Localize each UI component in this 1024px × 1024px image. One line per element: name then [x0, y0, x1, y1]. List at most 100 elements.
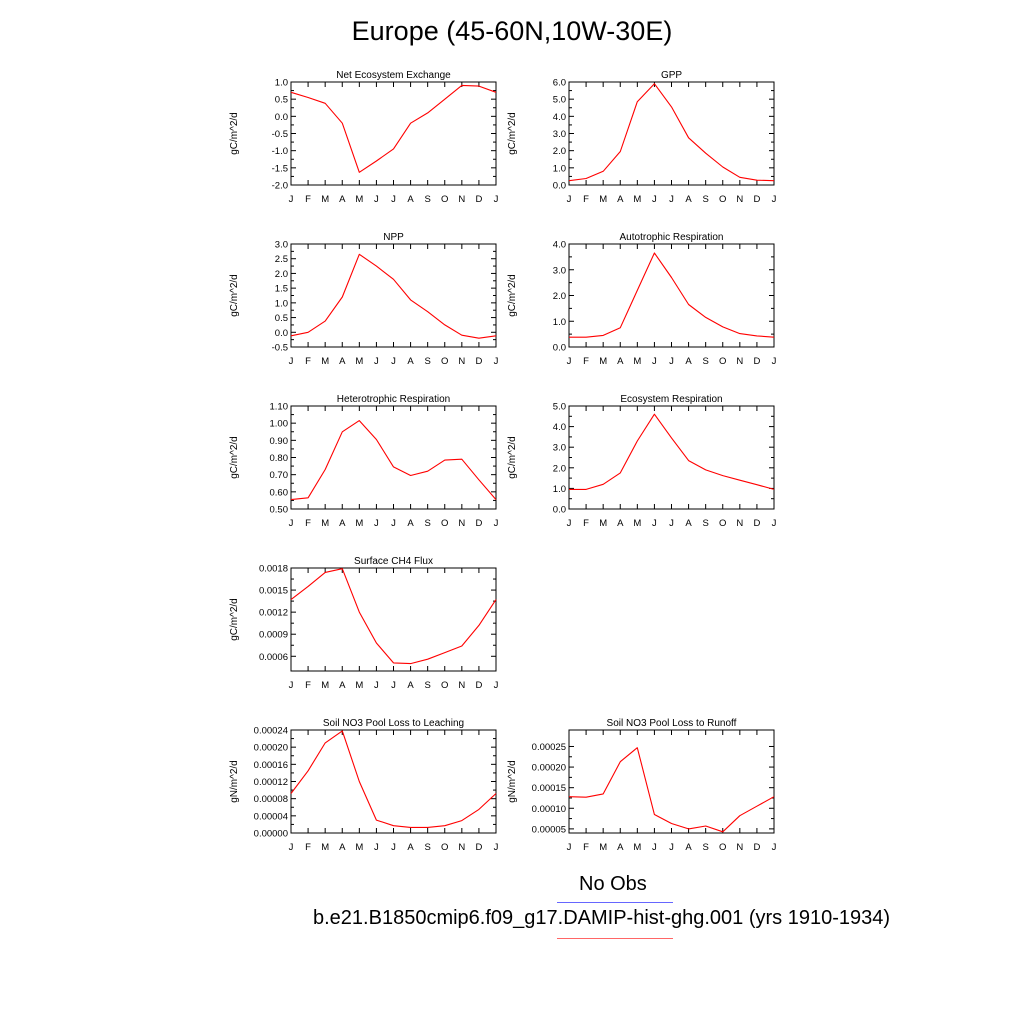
y-axis-label: gC/m^2/d: [229, 112, 240, 155]
x-tick-label: J: [391, 518, 396, 529]
x-tick-label: O: [719, 194, 726, 205]
x-tick-label: M: [355, 356, 363, 367]
x-tick-label: J: [289, 356, 294, 367]
x-tick-label: S: [702, 356, 708, 367]
y-tick-label: 1.0: [275, 298, 288, 309]
x-tick-label: A: [407, 194, 414, 205]
y-tick-label: 2.0: [553, 291, 566, 302]
series-line: [569, 252, 775, 338]
x-tick-label: A: [407, 842, 414, 853]
chart-panel: Ecosystem Respiration 0.0 1.0 2.0 3.0 4.0 5.0 J…: [507, 394, 777, 529]
page-title: Europe (45-60N,10W-30E): [351, 16, 673, 46]
y-tick-label: 0.90: [270, 436, 289, 447]
y-tick-label: 0.00008: [254, 794, 288, 805]
x-tick-label: A: [685, 356, 692, 367]
x-tick-label: M: [599, 194, 607, 205]
x-tick-label: J: [567, 842, 572, 853]
y-tick-label: 0.0: [553, 343, 566, 354]
y-tick-label: 5.0: [553, 95, 566, 106]
x-tick-label: N: [458, 518, 465, 529]
y-tick-label: 0.00024: [254, 726, 288, 737]
chart-panel: Surface CH4 Flux 0.0006 0.0009 0.0012 0.0015…: [229, 556, 499, 691]
x-tick-label: S: [424, 680, 430, 691]
x-tick-label: A: [339, 356, 346, 367]
x-tick-label: J: [652, 842, 657, 853]
chart-panel: Soil NO3 Pool Loss to Leaching 0.00000 0.0…: [229, 718, 499, 853]
chart-title: Ecosystem Respiration: [620, 394, 722, 405]
series-line: [290, 568, 497, 665]
x-tick-label: N: [458, 842, 465, 853]
y-tick-label: 0.80: [270, 453, 289, 464]
y-tick-label: 0.50: [270, 505, 289, 516]
x-tick-label: N: [736, 842, 743, 853]
y-tick-label: 0.0006: [259, 652, 288, 663]
x-tick-label: O: [441, 680, 448, 691]
x-tick-label: O: [441, 356, 448, 367]
y-tick-label: 0.0015: [259, 586, 288, 597]
x-tick-label: J: [391, 842, 396, 853]
x-tick-label: J: [772, 356, 777, 367]
x-tick-label: J: [567, 356, 572, 367]
legend-model-label: b.e21.B1850cmip6.f09_g17.DAMIP-hist-ghg.…: [313, 907, 891, 929]
x-tick-label: J: [494, 842, 499, 853]
x-tick-label: F: [305, 356, 311, 367]
x-tick-label: J: [374, 194, 379, 205]
y-tick-label: 0.00015: [532, 783, 566, 794]
x-tick-label: F: [305, 194, 311, 205]
x-tick-label: O: [719, 356, 726, 367]
x-tick-label: J: [494, 194, 499, 205]
x-tick-label: J: [652, 194, 657, 205]
legend-model-line: [557, 938, 673, 939]
x-tick-label: M: [321, 518, 329, 529]
y-tick-label: 2.0: [553, 463, 566, 474]
x-tick-label: J: [652, 518, 657, 529]
x-tick-label: A: [685, 194, 692, 205]
series-line: [290, 253, 497, 339]
x-tick-label: A: [407, 356, 414, 367]
series-line: [569, 413, 775, 490]
x-tick-label: A: [617, 194, 624, 205]
x-tick-label: M: [355, 518, 363, 529]
x-tick-label: O: [719, 842, 726, 853]
x-tick-label: O: [441, 518, 448, 529]
x-tick-label: N: [458, 680, 465, 691]
chart-title: Surface CH4 Flux: [354, 556, 433, 567]
x-tick-label: D: [475, 356, 482, 367]
x-tick-label: M: [633, 356, 641, 367]
y-tick-label: 4.0: [553, 240, 566, 251]
x-tick-label: J: [772, 842, 777, 853]
y-tick-label: 0.00000: [254, 829, 288, 840]
y-tick-label: 1.10: [270, 402, 289, 413]
x-tick-label: J: [494, 680, 499, 691]
x-tick-label: J: [374, 842, 379, 853]
y-tick-label: 0.0: [275, 112, 288, 123]
x-tick-label: S: [424, 842, 430, 853]
chart-title: Soil NO3 Pool Loss to Runoff: [607, 718, 737, 729]
y-tick-label: 0.00016: [254, 760, 288, 771]
y-tick-label: 0.00005: [532, 824, 566, 835]
y-tick-label: -0.5: [272, 343, 288, 354]
x-tick-label: J: [772, 194, 777, 205]
x-tick-label: A: [685, 518, 692, 529]
y-tick-label: -2.0: [272, 181, 288, 192]
y-tick-label: 3.0: [553, 129, 566, 140]
x-tick-label: J: [567, 194, 572, 205]
x-tick-label: A: [617, 356, 624, 367]
y-tick-label: 1.00: [270, 419, 289, 430]
chart-panel: Net Ecosystem Exchange -2.0 -1.5 -1.0 -0.5 0.…: [229, 70, 499, 205]
y-tick-label: -1.5: [272, 163, 288, 174]
x-tick-label: M: [633, 194, 641, 205]
series-line: [290, 420, 497, 501]
y-tick-label: 6.0: [553, 78, 566, 89]
x-tick-label: O: [441, 194, 448, 205]
x-tick-label: J: [289, 842, 294, 853]
x-tick-label: F: [583, 518, 589, 529]
chart-title: NPP: [383, 232, 404, 243]
y-tick-label: 2.0: [275, 269, 288, 280]
y-tick-label: 0.60: [270, 487, 289, 498]
x-tick-label: M: [355, 194, 363, 205]
y-tick-label: 0.00025: [532, 742, 566, 753]
chart-title: Autotrophic Respiration: [620, 232, 724, 243]
